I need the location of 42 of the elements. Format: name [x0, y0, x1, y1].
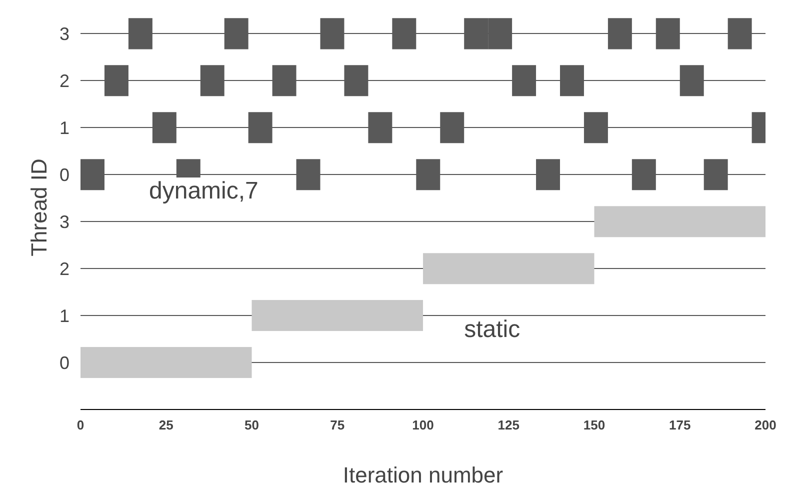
bar [632, 159, 656, 190]
y-tick-label: 2 [59, 259, 70, 280]
x-tick-label: 150 [583, 418, 606, 432]
y-tick-label: 3 [59, 212, 70, 232]
y-tick-label: 1 [59, 118, 70, 138]
bar [423, 253, 594, 284]
bar [200, 65, 224, 96]
bar [584, 112, 608, 144]
bar [344, 65, 368, 96]
y-tick-label: 2 [59, 71, 70, 92]
y-tick-label: 0 [59, 165, 70, 186]
bar [560, 65, 584, 96]
bar [296, 159, 320, 190]
x-tick-label: 125 [498, 418, 520, 432]
annotation: static [464, 316, 520, 344]
bar [272, 65, 296, 96]
bar [680, 65, 704, 96]
bar [152, 112, 176, 144]
bar [704, 159, 728, 190]
x-tick-label: 50 [244, 418, 259, 432]
x-tick-label: 25 [158, 418, 174, 432]
bar [248, 112, 272, 144]
bar [80, 347, 252, 378]
bar [594, 206, 766, 238]
bar [416, 159, 440, 190]
x-tick-label: 175 [669, 418, 691, 432]
y-tick-label: 0 [59, 353, 70, 374]
bar [104, 65, 128, 96]
bar [252, 300, 423, 332]
x-axis-title: Iteration number [342, 462, 504, 488]
x-tick-label: 200 [754, 418, 776, 432]
annotation: dynamic,7 [149, 178, 258, 205]
bar [368, 112, 392, 144]
y-tick-label: 3 [59, 24, 70, 44]
bar [536, 159, 560, 190]
x-tick-label: 0 [76, 418, 84, 432]
x-tick-label: 75 [330, 418, 345, 432]
x-tick-label: 100 [412, 418, 434, 432]
y-tick-label: 1 [59, 306, 70, 326]
bar [440, 112, 464, 144]
y-axis-title: Thread ID [26, 158, 52, 256]
bar [512, 65, 536, 96]
